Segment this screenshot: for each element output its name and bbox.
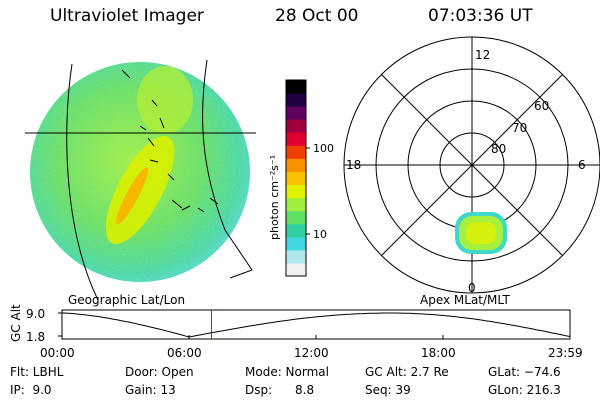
geographic-image <box>25 59 256 301</box>
mlt-label-6: 6 <box>578 158 586 172</box>
colorbar-frame <box>285 79 307 277</box>
mlt-label-12: 12 <box>475 48 490 62</box>
ip-value: IP: 9.0 <box>10 383 52 397</box>
polar-plot <box>343 36 600 294</box>
polar-auroral-blob <box>455 212 507 254</box>
latlon-grid <box>25 59 256 301</box>
glat-value: GLat: −74.6 <box>488 365 561 379</box>
colorbar <box>285 79 307 277</box>
colorbar-segment <box>286 171 306 186</box>
auroral-peak <box>116 167 148 225</box>
colorbar-tick-10: 10 <box>313 228 327 241</box>
colorbar-segment <box>286 106 306 120</box>
seq-value: Seq: 39 <box>365 383 411 397</box>
colorbar-segment <box>286 249 306 264</box>
colorbar-segment <box>286 236 306 251</box>
colorbar-segment <box>286 210 306 225</box>
colorbar-segment <box>286 158 306 172</box>
dsp-value: Dsp: 8.8 <box>245 383 315 397</box>
altitude-plot-ticks <box>58 312 444 339</box>
altitude-xtick-2359: 23:59 <box>548 346 583 360</box>
instrument-title: Ultraviolet Imager <box>50 6 204 26</box>
colorbar-segment <box>286 80 306 94</box>
glon-value: GLon: 216.3 <box>488 383 561 397</box>
colorbar-tick-100: 100 <box>313 142 334 155</box>
gc-alt-value: GC Alt: 2.7 Re <box>365 365 449 379</box>
colorbar-segment <box>286 93 306 107</box>
altitude-ytick-1-8: 1.8 <box>26 330 45 344</box>
mlat-label-80: 80 <box>491 142 506 156</box>
altitude-plot <box>58 309 571 340</box>
altitude-xtick-1200: 12:00 <box>294 346 329 360</box>
geographic-caption: Geographic Lat/Lon <box>68 293 185 307</box>
apex-caption: Apex MLat/MLT <box>420 293 510 307</box>
colorbar-segment <box>286 145 306 159</box>
mlat-label-60: 60 <box>534 99 549 113</box>
altitude-xtick-0000: 00:00 <box>40 346 75 360</box>
filter-value: Flt: LBHL <box>10 365 64 379</box>
time-label: 07:03:36 UT <box>428 6 533 26</box>
altitude-ytick-9: 9.0 <box>26 307 45 321</box>
colorbar-segment <box>286 119 306 133</box>
altitude-xtick-0600: 06:00 <box>167 346 202 360</box>
altitude-xtick-1800: 18:00 <box>421 346 456 360</box>
colorbar-segment <box>286 132 306 146</box>
mlt-label-18: 18 <box>346 158 361 172</box>
mlat-label-70: 70 <box>512 121 527 135</box>
colorbar-segment <box>286 223 306 238</box>
colorbar-ticks <box>306 147 310 235</box>
date-label: 28 Oct 00 <box>275 6 359 26</box>
altitude-ylabel: GC Alt <box>9 304 23 342</box>
colorbar-segment <box>286 262 306 277</box>
mode-value: Mode: Normal <box>245 365 329 379</box>
colorbar-segment <box>286 184 306 199</box>
colorbar-segment <box>286 197 306 212</box>
gain-value: Gain: 13 <box>125 383 176 397</box>
colorbar-label: photon cm⁻²s⁻¹ <box>268 155 281 240</box>
mlt-label-0: 0 <box>468 281 476 295</box>
altitude-curve <box>61 312 571 338</box>
door-value: Door: Open <box>125 365 194 379</box>
